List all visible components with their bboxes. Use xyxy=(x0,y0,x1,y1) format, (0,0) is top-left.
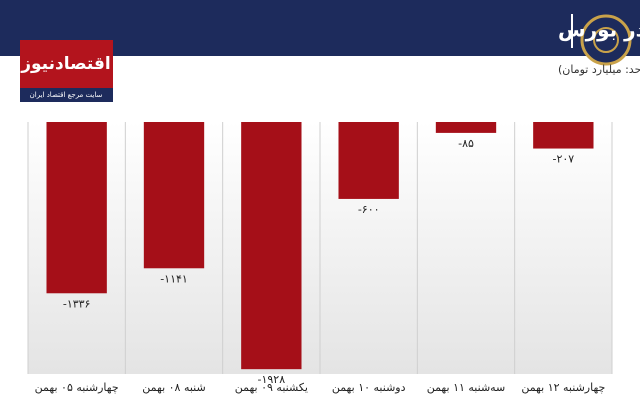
logo-box xyxy=(20,40,113,88)
x-tick-label: یکشنبه ۰۹ بهمن xyxy=(235,381,308,394)
logo-strip xyxy=(20,88,113,102)
emblem xyxy=(580,14,632,66)
value-label: -۸۵ xyxy=(458,137,474,150)
value-label: -۱۱۴۱ xyxy=(160,272,188,285)
chart-title: روند ورود و خروج پول حقیقی در بورس xyxy=(558,18,640,43)
x-tick-label: چهارشنبه ۱۲ بهمن xyxy=(521,381,605,394)
x-tick-label: شنبه ۰۸ بهمن xyxy=(142,381,205,394)
chart-subtitle: (واحد: میلیارد تومان) xyxy=(558,63,640,76)
value-label: -۲۰۷ xyxy=(552,153,574,166)
x-tick-label: چهارشنبه ۰۵ بهمن xyxy=(35,381,119,394)
value-label: -۱۹۲۸ xyxy=(258,373,286,386)
value-label: -۶۰۰ xyxy=(358,203,380,216)
bar xyxy=(533,122,594,149)
bar xyxy=(143,122,205,269)
bar xyxy=(46,122,107,294)
brand: اقتصادنیوز xyxy=(20,54,111,74)
brand-tagline: سایت مرجع اقتصاد ایران xyxy=(30,91,103,99)
value-label: -۱۳۳۶ xyxy=(63,297,91,310)
bar xyxy=(241,122,302,370)
emblem-inner xyxy=(593,27,619,53)
x-tick-label: دوشنبه ۱۰ بهمن xyxy=(332,381,406,394)
x-tick-label: سه‌شنبه ۱۱ بهمن xyxy=(427,381,506,394)
bar xyxy=(435,122,497,133)
bar xyxy=(338,122,399,199)
